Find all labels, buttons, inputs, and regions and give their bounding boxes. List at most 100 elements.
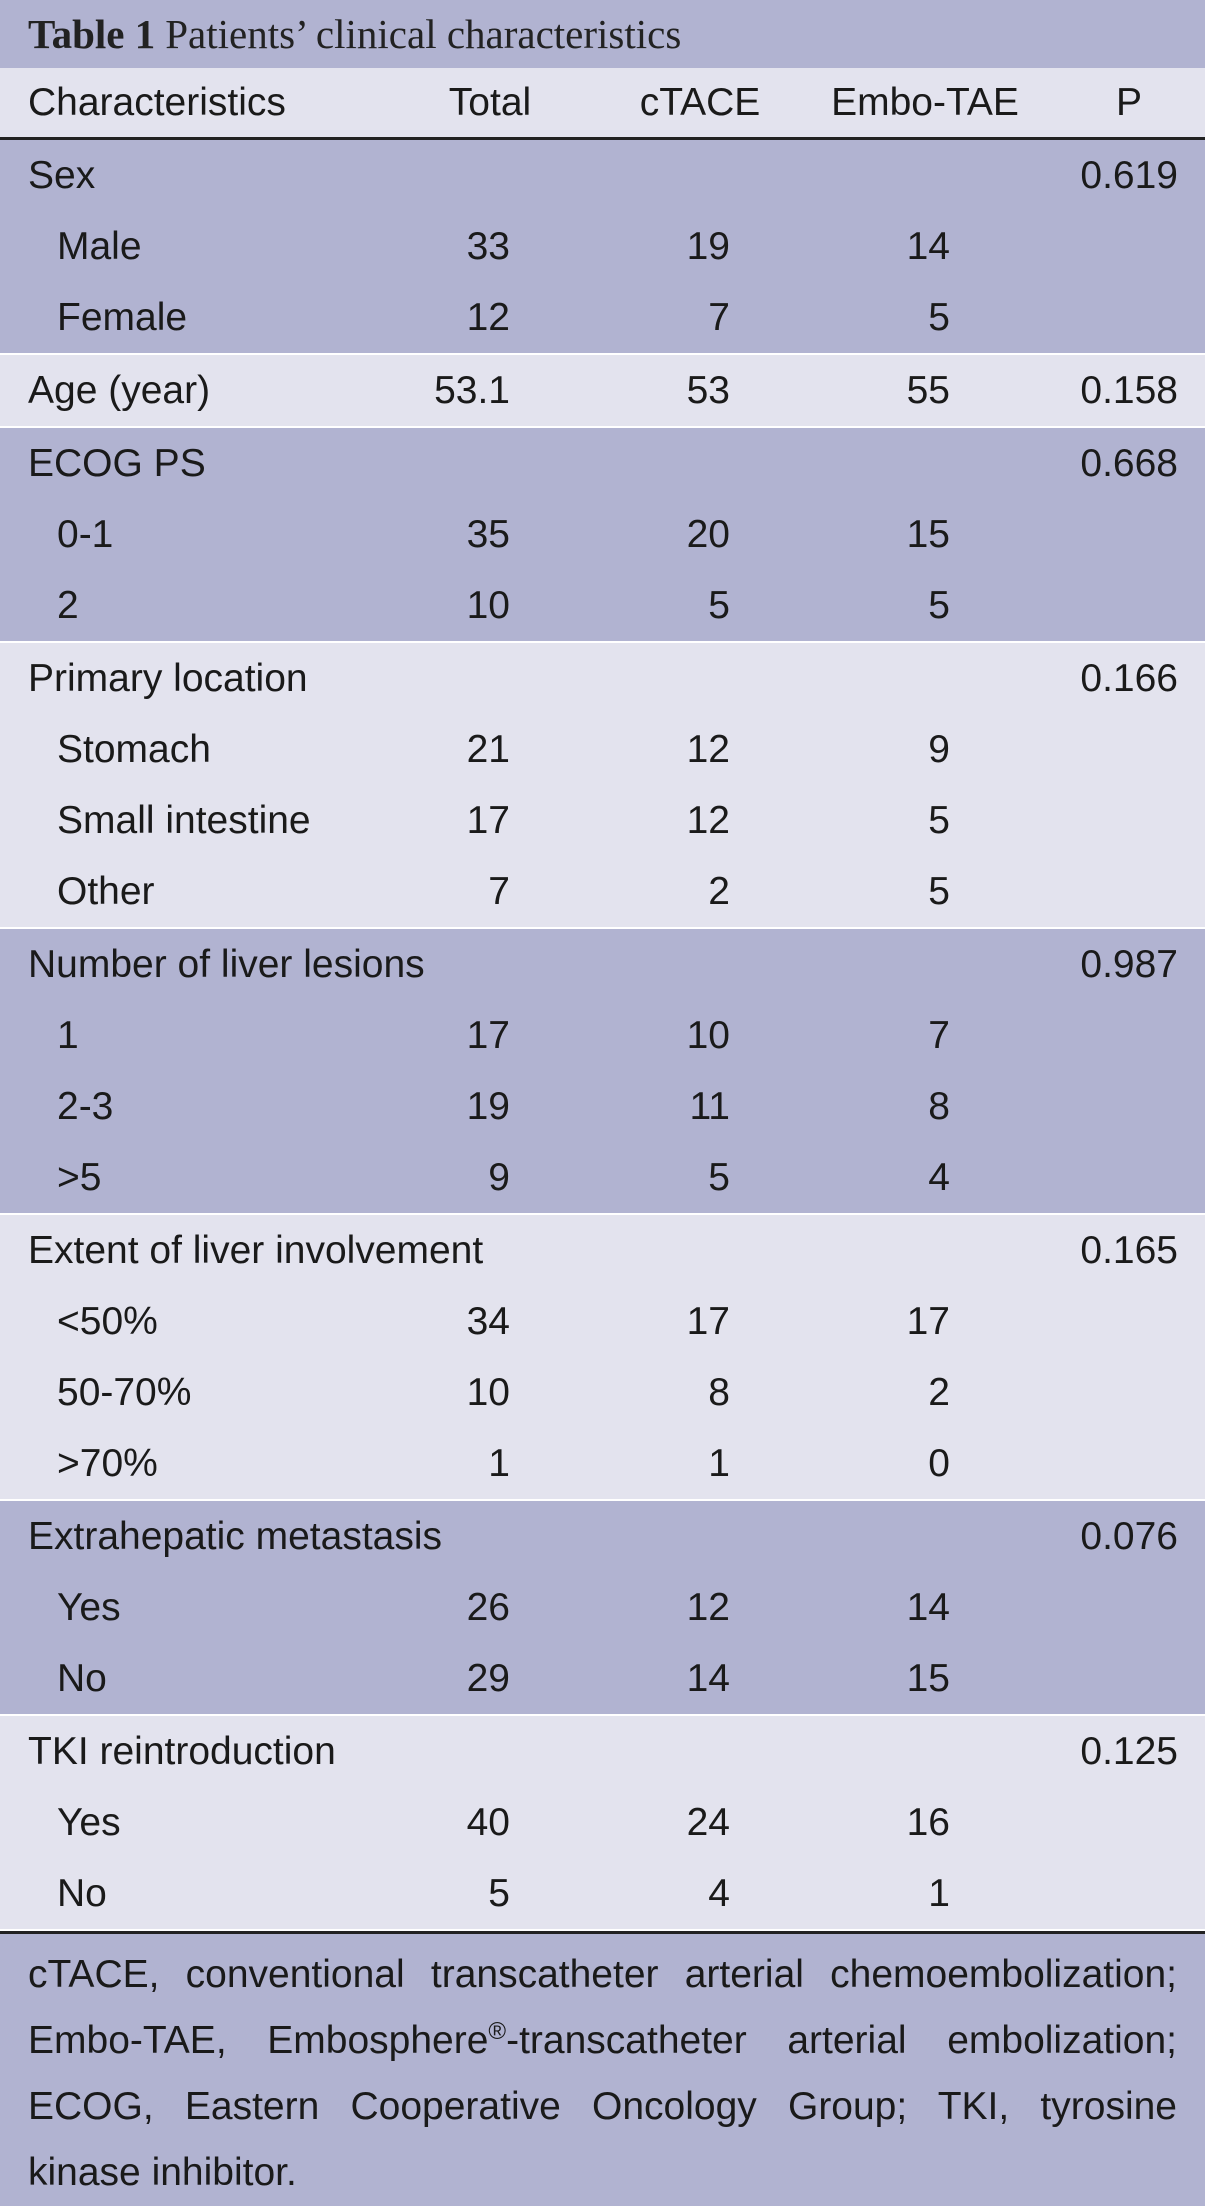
cell-ctace xyxy=(610,428,730,499)
cell-ctace: 1 xyxy=(708,1441,730,1485)
cell-total: 40 xyxy=(466,1800,510,1844)
cell-total: 5 xyxy=(488,1871,510,1915)
cell-total: 17 xyxy=(466,798,510,842)
cell-ctace: 11 xyxy=(689,1084,731,1128)
cell-p-value: 0.987 xyxy=(1080,942,1178,986)
cell-characteristic: <50% xyxy=(57,1299,158,1343)
table-row: Yes 26 12 14 xyxy=(0,1572,1205,1643)
cell-ctace xyxy=(610,1716,730,1787)
cell-embo-tae xyxy=(830,428,950,499)
table-row: 2-3 19 11 8 xyxy=(0,1071,1205,1142)
cell-embo-tae xyxy=(830,929,950,1000)
footnote-part-1: cTACE, conventional transcatheter arteri… xyxy=(28,1953,1177,2062)
table-row: No 5 4 1 xyxy=(0,1858,1205,1929)
cell-embo-tae: 15 xyxy=(906,1656,950,1700)
cell-embo-tae: 14 xyxy=(906,224,950,268)
table-title-label: Table 1 xyxy=(28,11,156,57)
table-row: >5 9 5 4 xyxy=(0,1142,1205,1213)
cell-characteristic: Other xyxy=(57,869,155,913)
cell-embo-tae: 17 xyxy=(906,1299,950,1343)
cell-embo-tae: 5 xyxy=(928,295,950,339)
cell-ctace: 5 xyxy=(708,1155,730,1199)
cell-embo-tae xyxy=(830,1215,950,1286)
cell-ctace xyxy=(610,929,730,1000)
table-group-row: Sex 0.619 xyxy=(0,140,1205,211)
cell-total: 29 xyxy=(466,1656,510,1700)
cell-ctace: 5 xyxy=(708,583,730,627)
cell-characteristic: Yes xyxy=(57,1800,121,1844)
cell-p-value: 0.166 xyxy=(1080,656,1178,700)
cell-embo-tae: 7 xyxy=(928,1013,950,1057)
cell-embo-tae: 14 xyxy=(906,1585,950,1629)
table-row: 1 17 10 7 xyxy=(0,1000,1205,1071)
cell-ctace: 8 xyxy=(708,1370,730,1414)
cell-total: 17 xyxy=(466,1013,510,1057)
table-row-group: Extent of liver involvement 0.165 <50% 34 17… xyxy=(0,1215,1205,1501)
cell-total: 26 xyxy=(466,1585,510,1629)
cell-ctace: 2 xyxy=(708,869,730,913)
cell-embo-tae xyxy=(830,140,950,211)
cell-embo-tae: 4 xyxy=(928,1155,950,1199)
cell-characteristic: Extent of liver involvement xyxy=(28,1228,484,1272)
table-group-row: ECOG PS 0.668 xyxy=(0,428,1205,499)
cell-characteristic: 2 xyxy=(57,583,79,627)
cell-ctace: 12 xyxy=(686,727,730,771)
cell-ctace: 12 xyxy=(686,798,730,842)
cell-embo-tae: 2 xyxy=(928,1370,950,1414)
table-row-group: Sex 0.619 Male 33 19 14 Female 12 7 5 xyxy=(0,140,1205,355)
cell-embo-tae: 9 xyxy=(928,727,950,771)
table-row: Stomach 21 12 9 xyxy=(0,714,1205,785)
cell-embo-tae xyxy=(830,643,950,714)
cell-total: 53.1 xyxy=(434,368,510,412)
table-group-row: Number of liver lesions 0.987 xyxy=(0,929,1205,1000)
cell-embo-tae xyxy=(830,1716,950,1787)
cell-embo-tae: 15 xyxy=(906,512,950,556)
cell-ctace: 17 xyxy=(686,1299,730,1343)
cell-p-value: 0.125 xyxy=(1080,1729,1178,1773)
cell-characteristic: Yes xyxy=(57,1585,121,1629)
cell-characteristic: Female xyxy=(57,295,188,339)
cell-total xyxy=(390,140,510,211)
column-header-total: Total xyxy=(448,80,532,124)
table-group-row: Primary location 0.166 xyxy=(0,643,1205,714)
cell-p-value: 0.158 xyxy=(1080,368,1178,412)
footnote-part-2: -transcatheter arterial embolization; EC… xyxy=(28,2019,1177,2194)
cell-embo-tae: 0 xyxy=(928,1441,950,1485)
table-footnote: cTACE, conventional transcatheter arteri… xyxy=(0,1931,1205,2206)
cell-ctace: 24 xyxy=(686,1800,730,1844)
cell-embo-tae: 55 xyxy=(906,368,950,412)
cell-total xyxy=(390,428,510,499)
cell-embo-tae: 1 xyxy=(928,1871,950,1915)
table-header-row: Characteristics Total cTACE Embo-TAE P xyxy=(0,68,1205,140)
cell-total xyxy=(390,1215,510,1286)
cell-total: 10 xyxy=(466,1370,510,1414)
cell-ctace: 12 xyxy=(686,1585,730,1629)
table-row: Yes 40 24 16 xyxy=(0,1787,1205,1858)
table-group-row: TKI reintroduction 0.125 xyxy=(0,1716,1205,1787)
cell-p-value: 0.165 xyxy=(1080,1228,1178,1272)
cell-ctace: 4 xyxy=(708,1871,730,1915)
table-row-group: TKI reintroduction 0.125 Yes 40 24 16 No 5 4 1 xyxy=(0,1716,1205,1931)
cell-total xyxy=(390,1716,510,1787)
cell-characteristic: Sex xyxy=(28,153,96,197)
table-row-group: Extrahepatic metastasis 0.076 Yes 26 12 14 No 2… xyxy=(0,1501,1205,1716)
table-row: 0-1 35 20 15 xyxy=(0,499,1205,570)
cell-p-value: 0.076 xyxy=(1080,1514,1178,1558)
cell-characteristic: 50-70% xyxy=(57,1370,192,1414)
cell-characteristic: >70% xyxy=(57,1441,158,1485)
footnote-registered-mark: ® xyxy=(488,2018,507,2045)
column-header-ctace: cTACE xyxy=(639,80,761,124)
column-header-characteristics: Characteristics xyxy=(28,80,286,124)
cell-total: 1 xyxy=(488,1441,510,1485)
cell-embo-tae: 8 xyxy=(928,1084,950,1128)
table-group-row: Extrahepatic metastasis 0.076 xyxy=(0,1501,1205,1572)
cell-total: 9 xyxy=(488,1155,510,1199)
cell-embo-tae: 5 xyxy=(928,583,950,627)
cell-embo-tae: 5 xyxy=(928,798,950,842)
table-group-row: Age (year) 53.1 53 55 0.158 xyxy=(0,355,1205,426)
table-row: No 29 14 15 xyxy=(0,1643,1205,1714)
cell-characteristic: Number of liver lesions xyxy=(28,942,425,986)
cell-total: 33 xyxy=(466,224,510,268)
cell-total: 12 xyxy=(466,295,510,339)
